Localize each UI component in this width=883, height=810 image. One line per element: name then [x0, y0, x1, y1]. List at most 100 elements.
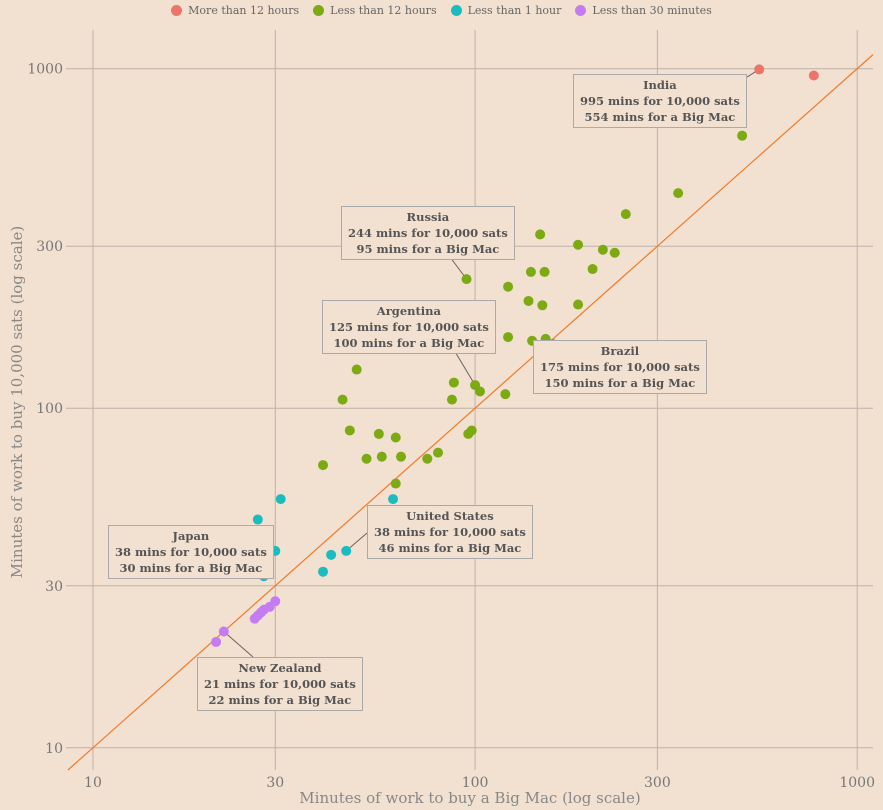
- x-tick-label: 100: [462, 775, 489, 791]
- annotation-country: New Zealand: [238, 661, 322, 675]
- annotation-argentina: Argentina 125 mins for 10,000 sats 100 m…: [322, 300, 496, 354]
- annotation-bigmac: 22 mins for a Big Mac: [208, 693, 352, 707]
- data-point: [344, 425, 355, 436]
- legend-marker: [575, 5, 587, 16]
- x-tick-label: 30: [266, 775, 284, 791]
- data-point: [249, 613, 260, 624]
- annotation-bigmac: 554 mins for a Big Mac: [584, 110, 736, 124]
- data-point: [326, 549, 337, 560]
- legend-marker: [171, 5, 183, 16]
- data-point: [337, 394, 348, 405]
- data-point: [252, 514, 263, 525]
- data-point: [754, 64, 765, 75]
- y-axis-title: Minutes of work to buy 10,000 sats (log …: [8, 225, 26, 579]
- data-point: [597, 244, 608, 255]
- annotation-japan: Japan 38 mins for 10,000 sats 30 mins fo…: [108, 525, 274, 579]
- legend-marker: [313, 5, 325, 16]
- data-point: [609, 247, 620, 258]
- annotation-sats: 244 mins for 10,000 sats: [348, 226, 508, 240]
- annotation-sats: 21 mins for 10,000 sats: [204, 677, 356, 691]
- data-point: [523, 295, 534, 306]
- data-point: [422, 453, 433, 464]
- data-point: [396, 451, 407, 462]
- data-point: [500, 389, 511, 400]
- data-point: [218, 626, 229, 637]
- y-tick-label: 300: [36, 239, 63, 255]
- reference-line: [67, 54, 874, 771]
- annotation-bigmac: 46 mins for a Big Mac: [378, 541, 522, 555]
- data-point: [446, 394, 457, 405]
- annotation-sats: 38 mins for 10,000 sats: [374, 525, 526, 539]
- annotation-country: Argentina: [376, 304, 441, 318]
- data-point: [388, 494, 399, 505]
- annotation-country: India: [643, 78, 677, 92]
- annotation-bigmac: 150 mins for a Big Mac: [544, 376, 696, 390]
- legend-item: Less than 1 hour: [450, 4, 562, 17]
- data-point: [620, 209, 631, 220]
- data-point: [361, 453, 372, 464]
- data-point: [373, 428, 384, 439]
- legend-label: More than 12 hours: [188, 4, 300, 17]
- y-tick-label: 100: [36, 401, 63, 417]
- annotation-russia: Russia 244 mins for 10,000 sats 95 mins …: [341, 206, 515, 260]
- annotation-country: Brazil: [600, 344, 640, 358]
- legend-item: Less than 12 hours: [313, 4, 437, 17]
- data-point: [673, 188, 684, 199]
- annotation-country: Russia: [406, 210, 450, 224]
- x-tick-label: 10: [84, 775, 102, 791]
- data-point: [573, 239, 584, 250]
- data-point: [448, 377, 459, 388]
- annotation-india: India 995 mins for 10,000 sats 554 mins …: [573, 74, 747, 128]
- annotation-bigmac: 95 mins for a Big Mac: [356, 242, 500, 256]
- legend-label: Less than 1 hour: [467, 4, 562, 17]
- data-point: [466, 425, 477, 436]
- legend-item: Less than 30 minutes: [575, 4, 712, 17]
- data-point: [376, 451, 387, 462]
- x-axis-title: Minutes of work to buy a Big Mac (log sc…: [299, 789, 641, 807]
- annotation-brazil: Brazil 175 mins for 10,000 sats 150 mins…: [533, 340, 707, 394]
- y-tick-label: 30: [45, 579, 63, 595]
- legend-label: Less than 12 hours: [330, 4, 437, 17]
- data-point: [275, 494, 286, 505]
- data-point: [539, 266, 550, 277]
- x-tick-label: 1000: [839, 775, 875, 791]
- data-point: [211, 636, 222, 647]
- data-point: [318, 566, 329, 577]
- data-point: [503, 281, 514, 292]
- annotation-bigmac: 30 mins for a Big Mac: [119, 561, 263, 575]
- legend: More than 12 hours Less than 12 hours Less…: [0, 4, 883, 17]
- data-point: [737, 130, 748, 141]
- annotation-sats: 175 mins for 10,000 sats: [540, 360, 700, 374]
- annotation-bigmac: 100 mins for a Big Mac: [333, 336, 485, 350]
- data-point: [390, 478, 401, 489]
- data-point: [461, 274, 472, 285]
- data-point: [318, 460, 329, 471]
- data-point: [433, 447, 444, 458]
- data-point: [537, 300, 548, 311]
- y-tick-label: 10: [45, 741, 63, 757]
- annotation-country: Japan: [172, 529, 210, 543]
- legend-marker: [450, 5, 462, 16]
- data-point: [474, 386, 485, 397]
- data-point: [535, 229, 546, 240]
- legend-label: Less than 30 minutes: [592, 4, 712, 17]
- annotation-sats: 995 mins for 10,000 sats: [580, 94, 740, 108]
- data-point: [525, 266, 536, 277]
- data-point: [341, 545, 352, 556]
- data-point: [573, 299, 584, 310]
- y-tick-label: 1000: [27, 62, 63, 78]
- annotation-sats: 38 mins for 10,000 sats: [115, 545, 267, 559]
- annotation-new-zealand: New Zealand 21 mins for 10,000 sats 22 m…: [197, 657, 363, 711]
- annotation-united-states: United States 38 mins for 10,000 sats 46…: [367, 505, 533, 559]
- data-point: [351, 364, 362, 375]
- data-point: [808, 70, 819, 81]
- annotation-leader: [223, 631, 254, 658]
- data-point: [587, 264, 598, 275]
- annotation-sats: 125 mins for 10,000 sats: [329, 320, 489, 334]
- data-point: [503, 332, 514, 343]
- annotation-country: United States: [406, 509, 494, 523]
- legend-item: More than 12 hours: [171, 4, 299, 17]
- data-point: [390, 432, 401, 443]
- x-tick-label: 300: [644, 775, 671, 791]
